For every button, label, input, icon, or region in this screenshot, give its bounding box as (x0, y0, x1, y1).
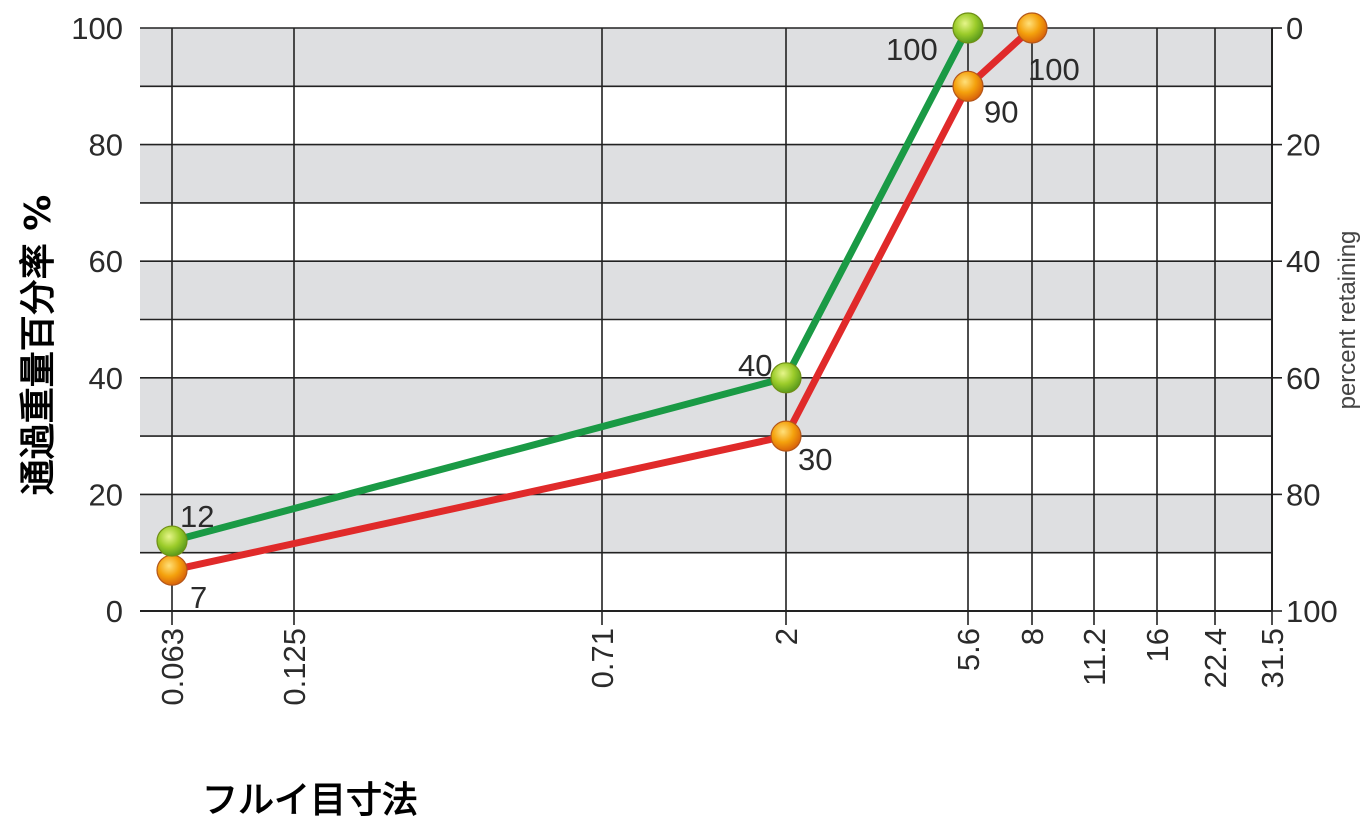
y2-tick-label: 40 (1286, 244, 1320, 279)
x-tick-label: 8 (1015, 628, 1050, 645)
marker-orange (156, 554, 188, 586)
data-label: 100 (886, 32, 938, 67)
data-label: 100 (1028, 52, 1080, 87)
background-bands (140, 28, 1272, 553)
x-tick-label: 0.125 (277, 628, 312, 706)
x-tick-label: 0.71 (585, 628, 620, 688)
y-tick-label: 100 (71, 11, 123, 46)
y2-tick-label: 60 (1286, 361, 1320, 396)
y2-tick-label: 80 (1286, 477, 1320, 512)
axes: 0.063 0.125 0.71 2 5.6 8 11.2 16 22.4 31.5 0 20 40 60… (71, 11, 1337, 706)
marker-orange (1016, 12, 1048, 44)
marker-green (952, 12, 984, 44)
y-tick-label: 40 (89, 361, 123, 396)
x-tick-label: 0.063 (155, 628, 190, 706)
y2-axis-title: percent retaining (1334, 231, 1361, 410)
y-axis-title: 通過重量百分率 % (18, 195, 59, 496)
grid-band (140, 377, 1272, 437)
marker-green (156, 525, 188, 557)
data-labels: 7 30 90 100 12 40 100 (180, 32, 1080, 615)
x-tick-label: 22.4 (1198, 628, 1233, 688)
y2-tick-label: 20 (1286, 128, 1320, 163)
x-tick-label: 11.2 (1077, 628, 1112, 686)
data-label: 90 (984, 94, 1018, 129)
y-tick-label: 80 (89, 128, 123, 163)
marker-green (770, 362, 802, 394)
grid-band (140, 28, 1272, 87)
grid-band (140, 494, 1272, 553)
x-tick-label: 5.6 (951, 628, 986, 671)
y-tick-label: 60 (89, 244, 123, 279)
x-tick-label: 2 (769, 628, 804, 645)
series-line-red (168, 24, 1036, 574)
grid-band (140, 261, 1272, 320)
grid-band (140, 144, 1272, 203)
y-tick-label: 20 (89, 477, 123, 512)
x-tick-label: 16 (1140, 628, 1175, 662)
y2-tick-label: 100 (1286, 594, 1338, 629)
y-tick-label: 0 (106, 594, 123, 629)
data-label: 7 (190, 580, 207, 615)
x-axis-title: フルイ目寸法 (202, 780, 418, 819)
x-tick-label: 31.5 (1255, 628, 1290, 688)
marker-orange (770, 420, 802, 452)
series-markers (156, 12, 1048, 586)
y2-tick-label: 0 (1286, 11, 1303, 46)
marker-orange (952, 70, 984, 102)
data-label: 40 (738, 348, 772, 383)
data-label: 30 (798, 442, 832, 477)
data-label: 12 (180, 499, 214, 534)
